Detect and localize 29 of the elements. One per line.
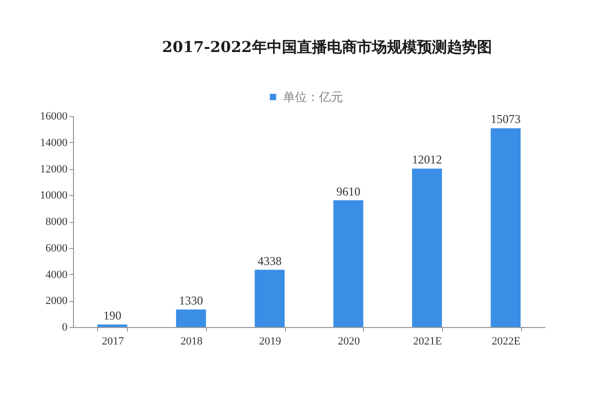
data-label: 1330 — [179, 293, 203, 308]
bar — [412, 168, 442, 327]
x-tick-label: 2018 — [180, 336, 203, 348]
y-tick-label: 16000 — [40, 110, 68, 122]
y-tick-label: 12000 — [40, 163, 68, 176]
x-tick-label: 2022E — [492, 336, 521, 348]
y-tick-label: 8000 — [46, 216, 68, 228]
y-tick-label: 10000 — [40, 190, 68, 202]
x-tick-label: 2019 — [259, 336, 282, 348]
data-label: 9610 — [336, 184, 360, 198]
x-tick-label: 2017 — [102, 336, 124, 348]
y-tick-label: 6000 — [46, 242, 68, 254]
bar — [333, 200, 364, 327]
chart-title: 2017-2022年中国直播电商市场规模预测趋势图 — [162, 38, 492, 56]
bar — [490, 128, 521, 327]
bar — [97, 324, 128, 327]
bar — [176, 309, 206, 327]
bar — [254, 270, 285, 327]
data-label: 4338 — [258, 254, 282, 268]
legend-label: 单位：亿元 — [283, 90, 343, 104]
data-label: 15073 — [490, 112, 521, 126]
data-label: 190 — [103, 308, 122, 322]
y-tick-label: 2000 — [46, 295, 68, 308]
x-tick-label: 2020 — [338, 336, 360, 348]
y-tick-label: 4000 — [46, 268, 68, 281]
x-tick-label: 2021E — [413, 336, 442, 348]
y-tick-label: 14000 — [40, 136, 68, 149]
y-tick-label: 0 — [62, 322, 68, 334]
data-label: 12012 — [412, 152, 442, 167]
